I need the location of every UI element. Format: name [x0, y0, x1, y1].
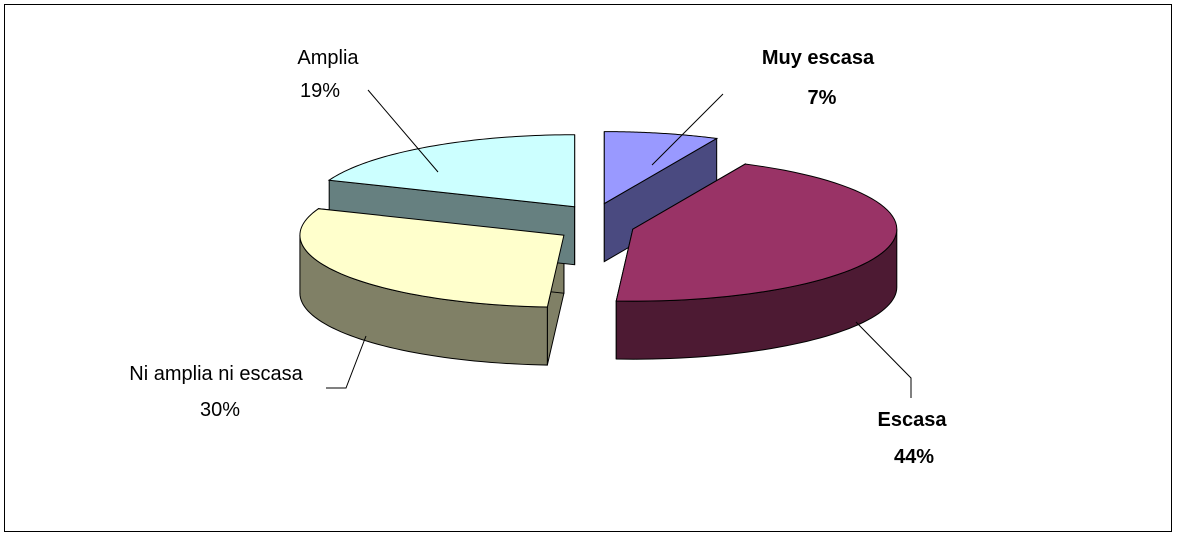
label-muy-escasa-name: Muy escasa [762, 47, 875, 69]
label-muy-escasa-pct: 7% [808, 87, 837, 109]
label-ni-amplia-name: Ni amplia ni escasa [129, 363, 303, 385]
pie-tops [299, 131, 898, 308]
chart-area [4, 4, 1172, 532]
label-amplia-name: Amplia [297, 47, 359, 69]
slice-ni-amplia-ni-escasa-top [299, 208, 565, 308]
slice-escasa-top [615, 163, 898, 302]
leader-lines [326, 89, 912, 398]
slice-amplia-top [327, 134, 576, 208]
leader-ni-amplia [326, 335, 367, 389]
label-ni-amplia-pct: 30% [200, 399, 240, 421]
slice-muy-escasa-top [603, 131, 719, 205]
leader-escasa [855, 321, 912, 398]
label-escasa-pct: 44% [894, 446, 934, 468]
leader-amplia [367, 89, 439, 173]
label-amplia-pct: 19% [300, 80, 340, 102]
label-escasa-name: Escasa [878, 409, 948, 431]
leader-muy-escasa [651, 93, 724, 166]
